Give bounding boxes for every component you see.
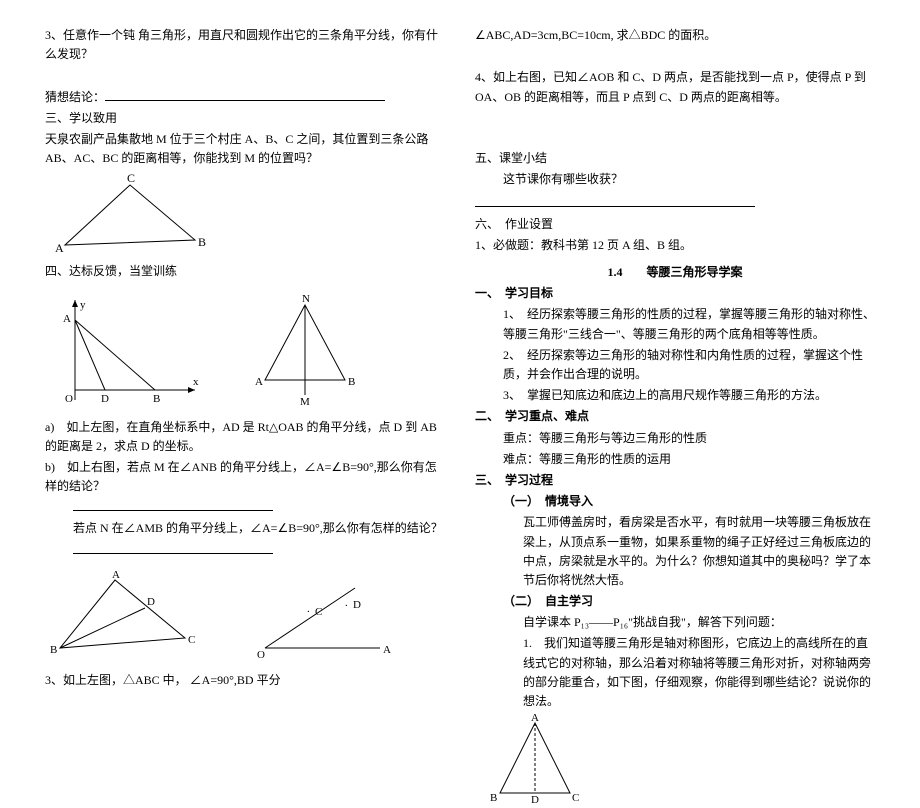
sec5-body: 这节课你有哪些收获？: [475, 170, 875, 189]
svg-text:D: D: [101, 393, 109, 405]
s2-2: 难点：等腰三角形的性质的运用: [475, 450, 875, 469]
svg-text:y: y: [80, 299, 86, 311]
svg-text:B: B: [348, 376, 355, 388]
svg-text:M: M: [300, 396, 310, 408]
svg-text:A: A: [63, 313, 71, 325]
diagram-row-2: A B C D O A . C . D: [45, 568, 445, 663]
svg-text:A: A: [112, 569, 120, 581]
svg-text:D: D: [353, 599, 361, 611]
svg-text:O: O: [65, 393, 73, 405]
q3b-text: 3、如上左图，△ABC 中， ∠A=90°,BD 平分: [45, 671, 445, 690]
guess-line: 猜想结论：: [45, 88, 445, 107]
svg-text:.: .: [307, 603, 310, 615]
s2-title: 二、 学习重点、难点: [475, 407, 875, 426]
svg-text:B: B: [490, 792, 497, 804]
svg-text:A: A: [55, 241, 64, 255]
svg-text:C: C: [188, 634, 195, 646]
s3-b-1: 1. 我们知道等腰三角形是轴对称图形，它底边上的高线所在的直线式它的对称轴，那么…: [475, 634, 875, 711]
sec6-body: 1、必做题：教科书第 12 页 A 组、B 组。: [475, 236, 875, 255]
s1-3: 3、 掌握已知底边和底边上的高用尺规作等腰三角形的方法。: [475, 386, 875, 405]
sec3-body: 天泉农副产品集散地 M 位于三个村庄 A、B、C 之间，其位置到三条公路 AB、…: [45, 130, 445, 168]
triangle-abc-diagram: A B C: [45, 170, 225, 260]
svg-text:C: C: [127, 171, 135, 185]
chapter-title: 1.4 等腰三角形导学案: [475, 263, 875, 282]
svg-text:A: A: [531, 713, 539, 724]
q3-text: 3、任意作一个钝 角三角形，用直尺和圆规作出它的三条角平分线，你有什么发现？: [45, 26, 445, 64]
triangle-abcd-diagram: A B C D: [45, 568, 205, 663]
svg-text:A: A: [255, 376, 263, 388]
svg-text:D: D: [531, 794, 539, 806]
s2-1: 重点：等腰三角形与等边三角形的性质: [475, 429, 875, 448]
svg-text:N: N: [302, 293, 310, 305]
sec5-title: 五、课堂小结: [475, 149, 875, 168]
svg-text:x: x: [193, 376, 199, 388]
qb2-text: 若点 N 在∠AMB 的角平分线上，∠A=∠B=90°,那么你有怎样的结论？: [45, 519, 445, 538]
qb-text: b) 如上右图，若点 M 在∠ANB 的角平分线上，∠A=∠B=90°,那么你有…: [45, 458, 445, 496]
svg-text:C: C: [572, 792, 579, 804]
diagram-row-1: y x O A D B N A B M: [45, 290, 445, 410]
r1-text: ∠ABC,AD=3cm,BC=10cm, 求△BDC 的面积。: [475, 26, 875, 45]
sec6-title: 六、 作业设置: [475, 215, 875, 234]
triangle-nm-diagram: N A B M: [245, 290, 365, 410]
q4-text: 4、如上右图，已知∠AOB 和 C、D 两点，是否能找到一点 P，使得点 P 到…: [475, 68, 875, 106]
s3-a: （一） 情境导入: [475, 492, 875, 511]
angle-ocd-diagram: O A . C . D: [245, 568, 395, 663]
s1-2: 2、 经历探索等边三角形的轴对称性和内角性质的过程，掌握这个性质，并会作出合理的…: [475, 346, 875, 384]
s1-title: 一、 学习目标: [475, 284, 875, 303]
sec3-title: 三、学以致用: [45, 109, 445, 128]
svg-text:B: B: [153, 393, 160, 405]
s3-b-intro: 自学课本 P₁₃——P₁₆"挑战自我"，解答下列问题：: [475, 613, 875, 632]
qb-under: [45, 498, 445, 517]
s3-a-body: 瓦工师傅盖房时，看房梁是否水平，有时就用一块等腰三角板放在梁上，从顶点系一重物，…: [475, 513, 875, 590]
svg-text:.: .: [345, 597, 348, 609]
left-column: 3、任意作一个钝 角三角形，用直尺和圆规作出它的三条角平分线，你有什么发现？ 猜…: [30, 24, 460, 630]
qb2-under: [45, 541, 445, 560]
s3-title: 三、 学习过程: [475, 471, 875, 490]
svg-text:O: O: [257, 649, 265, 661]
s3-b: （二） 自主学习: [475, 592, 875, 611]
triangle-abdc-diagram-wrap: A B D C: [475, 713, 875, 808]
right-column: ∠ABC,AD=3cm,BC=10cm, 求△BDC 的面积。 4、如上右图，已…: [460, 24, 890, 630]
axes-diagram: y x O A D B: [45, 290, 205, 410]
triangle-abdc-diagram: A B D C: [475, 713, 595, 808]
svg-text:C: C: [315, 606, 322, 618]
qa-text: a) 如上左图，在直角坐标系中，AD 是 Rt△OAB 的角平分线，点 D 到 …: [45, 418, 445, 456]
sec4-title: 四、达标反馈，当堂训练: [45, 262, 445, 281]
s1-1: 1、 经历探索等腰三角形的性质的过程，掌握等腰三角形的轴对称性、等腰三角形"三线…: [475, 305, 875, 343]
svg-text:D: D: [147, 596, 155, 608]
svg-text:B: B: [198, 235, 206, 249]
